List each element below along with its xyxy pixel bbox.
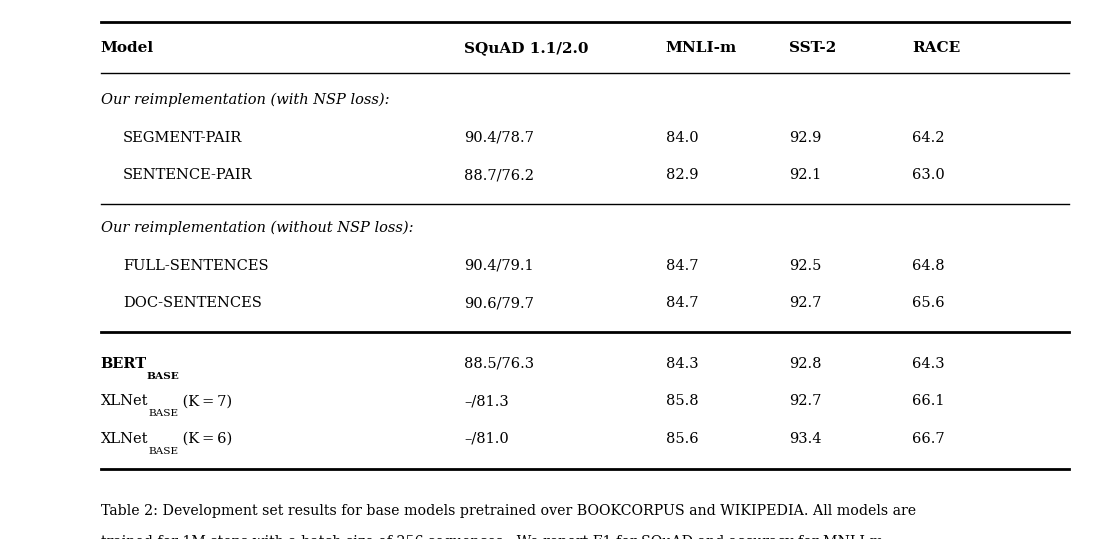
Text: 64.2: 64.2 [912,130,944,144]
Text: 90.6/79.7: 90.6/79.7 [464,296,534,310]
Text: trained for 1M steps with a batch size of 256 sequences.  We report F1 for SQuAD: trained for 1M steps with a batch size o… [101,535,887,539]
Text: BASE: BASE [147,372,179,381]
Text: BERT: BERT [101,357,147,371]
Text: 66.1: 66.1 [912,395,944,409]
Text: 84.3: 84.3 [666,357,698,371]
Text: 85.8: 85.8 [666,395,698,409]
Text: 92.9: 92.9 [789,130,821,144]
Text: 84.7: 84.7 [666,259,698,273]
Text: FULL-SENTENCES: FULL-SENTENCES [123,259,269,273]
Text: 64.3: 64.3 [912,357,944,371]
Text: SST-2: SST-2 [789,42,836,55]
Text: 63.0: 63.0 [912,168,944,182]
Text: (K = 7): (K = 7) [178,395,233,409]
Text: SEGMENT-PAIR: SEGMENT-PAIR [123,130,243,144]
Text: 82.9: 82.9 [666,168,698,182]
Text: 93.4: 93.4 [789,432,821,446]
Text: MNLI-m: MNLI-m [666,42,737,55]
Text: 92.5: 92.5 [789,259,821,273]
Text: 88.5/76.3: 88.5/76.3 [464,357,535,371]
Text: (K = 6): (K = 6) [178,432,233,446]
Text: Our reimplementation (without NSP loss):: Our reimplementation (without NSP loss): [101,221,413,236]
Text: 90.4/79.1: 90.4/79.1 [464,259,534,273]
Text: RACE: RACE [912,42,960,55]
Text: SQuAD 1.1/2.0: SQuAD 1.1/2.0 [464,42,589,55]
Text: XLNet: XLNet [101,432,148,446]
Text: 92.7: 92.7 [789,395,821,409]
Text: 85.6: 85.6 [666,432,698,446]
Text: 90.4/78.7: 90.4/78.7 [464,130,534,144]
Text: 84.7: 84.7 [666,296,698,310]
Text: 92.7: 92.7 [789,296,821,310]
Text: SENTENCE-PAIR: SENTENCE-PAIR [123,168,253,182]
Text: Our reimplementation (with NSP loss):: Our reimplementation (with NSP loss): [101,93,389,107]
Text: Model: Model [101,42,153,55]
Text: Table 2: Development set results for base models pretrained over BOOKCORPUS and : Table 2: Development set results for bas… [101,504,915,518]
Text: 88.7/76.2: 88.7/76.2 [464,168,535,182]
Text: BASE: BASE [148,447,178,456]
Text: XLNet: XLNet [101,395,148,409]
Text: 66.7: 66.7 [912,432,944,446]
Text: 84.0: 84.0 [666,130,698,144]
Text: BASE: BASE [148,409,178,418]
Text: 92.1: 92.1 [789,168,821,182]
Text: 92.8: 92.8 [789,357,821,371]
Text: 65.6: 65.6 [912,296,944,310]
Text: –/81.3: –/81.3 [464,395,509,409]
Text: DOC-SENTENCES: DOC-SENTENCES [123,296,262,310]
Text: –/81.0: –/81.0 [464,432,509,446]
Text: 64.8: 64.8 [912,259,944,273]
